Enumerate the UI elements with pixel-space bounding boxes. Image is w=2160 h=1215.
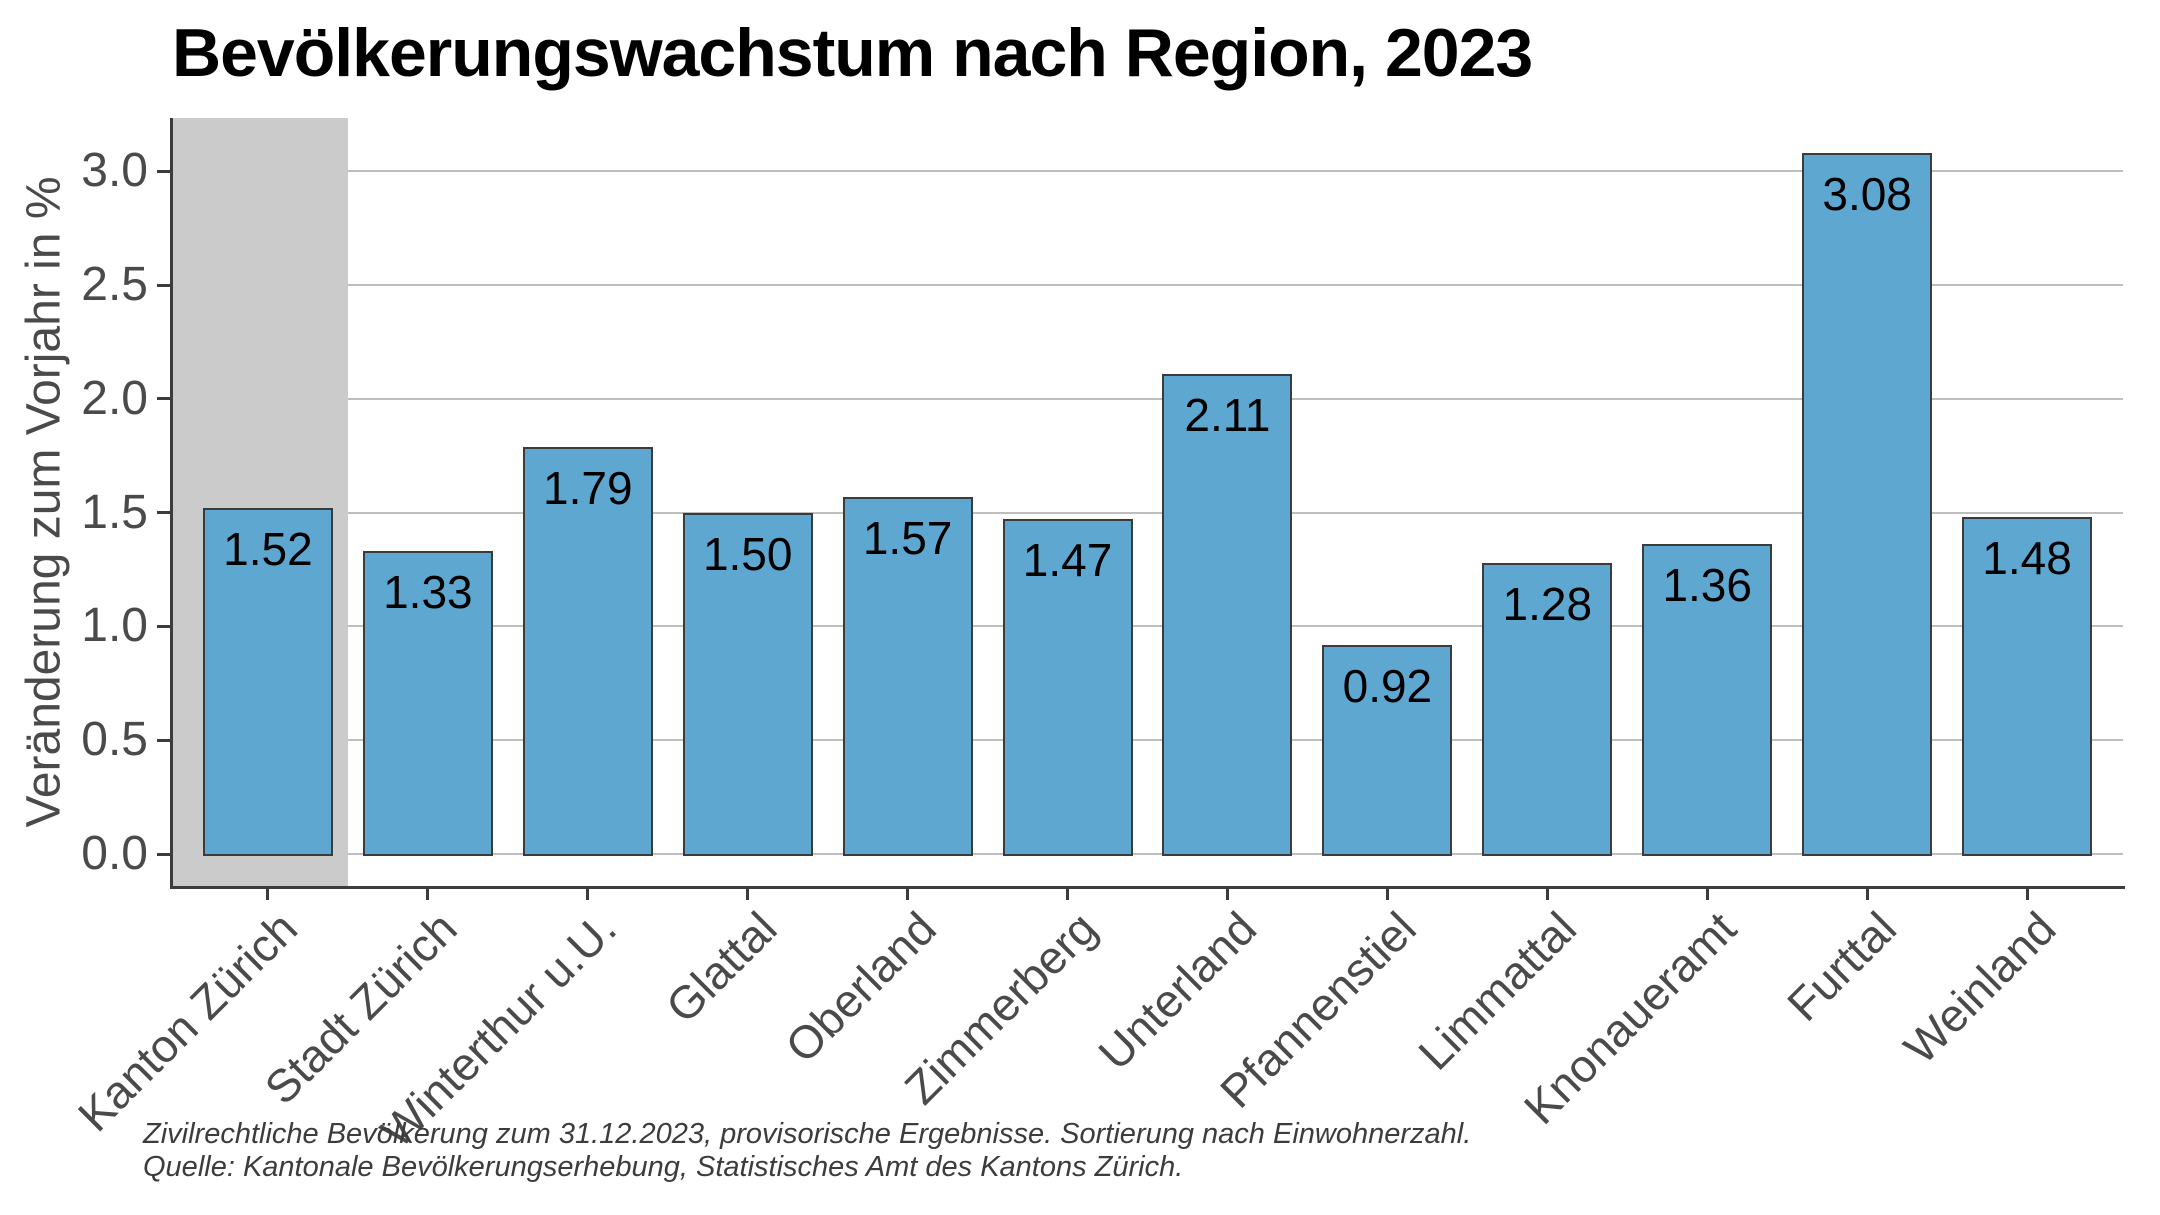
bar-value-label: 1.33 <box>383 566 473 619</box>
x-tick <box>266 887 270 900</box>
x-tick-label: Furttal <box>1776 901 1906 1031</box>
y-tick <box>157 397 170 401</box>
y-tick <box>157 511 170 515</box>
gridline <box>172 284 2123 286</box>
x-tick-label: Oberland <box>775 901 947 1073</box>
x-tick <box>2025 887 2029 900</box>
bar-value-label: 1.48 <box>1982 532 2072 585</box>
y-tick-label: 2.5 <box>81 258 148 311</box>
bar <box>1162 373 1293 856</box>
bar-value-label: 1.50 <box>702 527 793 580</box>
bar-value-label: 3.08 <box>1822 167 1912 220</box>
x-tick-label: Glattal <box>655 901 787 1033</box>
bar-value-label: 1.28 <box>1502 577 1593 630</box>
x-tick <box>906 887 910 900</box>
y-tick-label: 1.5 <box>81 485 148 539</box>
gridline <box>172 397 2123 400</box>
x-tick <box>1865 887 1869 900</box>
gridline <box>172 170 2123 173</box>
chart-title: Bevölkerungswachstum nach Region, 2023 <box>172 15 1533 91</box>
x-tick <box>586 887 590 900</box>
y-axis-line <box>170 118 173 889</box>
y-tick <box>157 852 170 856</box>
x-tick <box>1225 887 1229 900</box>
y-tick <box>157 283 170 287</box>
y-tick-label: 0.0 <box>81 827 148 880</box>
bar-value-label: 0.92 <box>1342 659 1433 712</box>
y-tick <box>157 169 170 173</box>
x-tick <box>426 887 430 900</box>
footnotes: Zivilrechtliche Bevölkerung zum 31.12.20… <box>143 1118 1471 1185</box>
y-tick <box>157 624 170 628</box>
footnote-line-1: Zivilrechtliche Bevölkerung zum 31.12.20… <box>143 1118 1472 1150</box>
x-tick <box>746 887 750 900</box>
bar <box>1962 517 2093 856</box>
x-tick-label: Weinland <box>1893 901 2066 1074</box>
bar <box>1322 644 1453 856</box>
gridline <box>172 853 2123 855</box>
x-tick <box>1545 887 1549 900</box>
x-tick-label: Kanton Zürich <box>67 901 307 1142</box>
gridline <box>172 625 2123 628</box>
bar <box>682 512 813 856</box>
footnote-line-2: Quelle: Kantonale Bevölkerungserhebung, … <box>143 1151 1184 1184</box>
bar <box>1802 152 1933 856</box>
bar <box>842 496 973 856</box>
y-tick <box>157 738 170 742</box>
x-tick <box>1066 887 1070 900</box>
bar <box>1642 544 1773 856</box>
bar <box>1482 562 1613 856</box>
bar-value-label: 1.52 <box>223 523 313 576</box>
gridline <box>172 511 2123 514</box>
bar <box>362 551 493 856</box>
bar-value-label: 1.79 <box>543 461 633 514</box>
x-axis-line <box>170 886 2125 889</box>
bar <box>202 508 333 856</box>
bar-value-label: 1.57 <box>862 511 953 564</box>
bar <box>522 446 653 856</box>
y-tick-label: 3.0 <box>81 144 148 198</box>
bar-value-label: 1.36 <box>1662 559 1752 612</box>
y-tick-label: 2.0 <box>81 371 148 425</box>
gridline <box>172 739 2123 742</box>
y-tick-label: 1.0 <box>81 599 148 653</box>
y-tick-label: 0.5 <box>81 713 148 767</box>
bar-value-label: 2.11 <box>1184 388 1271 441</box>
bar-value-label: 1.47 <box>1022 534 1113 587</box>
x-tick <box>1385 887 1389 900</box>
x-tick <box>1705 887 1709 900</box>
bar <box>1002 519 1133 856</box>
